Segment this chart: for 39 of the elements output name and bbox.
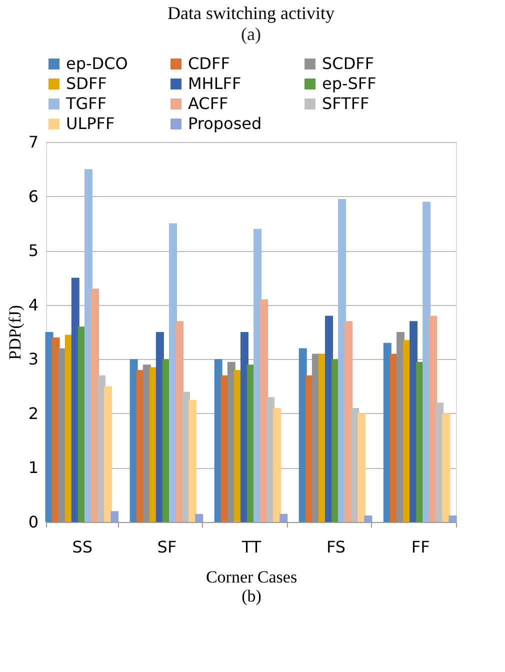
- bar: [110, 511, 119, 522]
- x-tick-label: TT: [240, 538, 262, 556]
- bar: [188, 400, 197, 522]
- bar: [358, 413, 366, 522]
- y-tick-label: 3: [28, 350, 38, 369]
- y-tick-label: 5: [28, 241, 38, 260]
- chart-title: Data switching activity: [168, 3, 334, 23]
- bar: [195, 514, 204, 522]
- y-tick-label: 1: [28, 458, 38, 478]
- x-tick-label: FS: [326, 538, 346, 556]
- text: (b): [242, 586, 262, 606]
- legend-label: Proposed: [188, 114, 262, 133]
- legend-label: SFTFF: [322, 94, 370, 113]
- bar: [364, 515, 372, 522]
- legend-label: ep-SFF: [322, 74, 376, 93]
- legend-label: SDFF: [66, 74, 107, 93]
- y-tick-label: 6: [28, 186, 38, 206]
- x-tick-label: FF: [411, 538, 430, 556]
- bar: [442, 413, 450, 522]
- legend-label: TGFF: [65, 94, 107, 113]
- bar: [448, 515, 457, 522]
- x-tick-label: SS: [72, 538, 93, 556]
- bar: [273, 408, 282, 522]
- legend-label: ULPFF: [66, 114, 115, 133]
- legend-label: ep-DCO: [66, 54, 128, 73]
- legend-label: CDFF: [188, 54, 230, 73]
- chart-subtitle: (a): [241, 24, 261, 44]
- y-tick-label: 4: [28, 295, 38, 314]
- legend-label: SCDFF: [322, 54, 374, 73]
- y-tick-label: 0: [28, 512, 38, 532]
- legend-label: MHLFF: [188, 74, 242, 93]
- x-axis-title: Corner Cases: [206, 568, 298, 586]
- bar: [280, 514, 288, 522]
- legend-label: ACFF: [188, 94, 228, 113]
- bar: [104, 386, 112, 522]
- y-tick-label: 7: [28, 132, 38, 152]
- y-tick-label: 2: [28, 404, 38, 423]
- x-tick-label: SF: [157, 538, 177, 556]
- y-axis-title: PDP(fJ): [5, 305, 24, 360]
